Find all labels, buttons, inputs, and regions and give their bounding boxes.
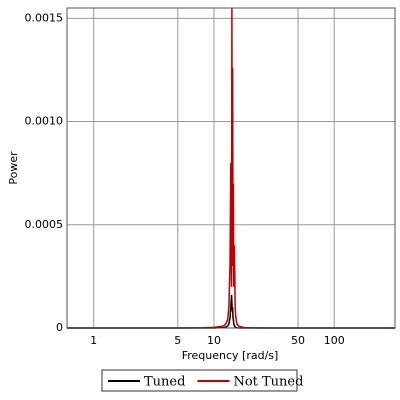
legend-label: Tuned bbox=[144, 375, 185, 390]
x-tick-label: 100 bbox=[324, 334, 345, 347]
x-axis-label: Frequency [rad/s] bbox=[182, 349, 279, 362]
y-axis-label: Power bbox=[7, 151, 20, 185]
y-tick-label: 0.0005 bbox=[25, 218, 64, 231]
x-tick-label: 10 bbox=[207, 334, 221, 347]
legend: Tuned Not Tuned bbox=[101, 369, 303, 392]
plot-frame bbox=[66, 7, 396, 329]
x-tick-label: 50 bbox=[291, 334, 305, 347]
x-tick-label: 5 bbox=[174, 334, 181, 347]
x-tick-label: 1 bbox=[90, 334, 97, 347]
legend-label: Not Tuned bbox=[233, 375, 303, 390]
y-tick-label: 0.0010 bbox=[25, 115, 64, 128]
y-tick-label: 0.0015 bbox=[25, 11, 64, 24]
y-tick-label: 0 bbox=[56, 321, 63, 334]
